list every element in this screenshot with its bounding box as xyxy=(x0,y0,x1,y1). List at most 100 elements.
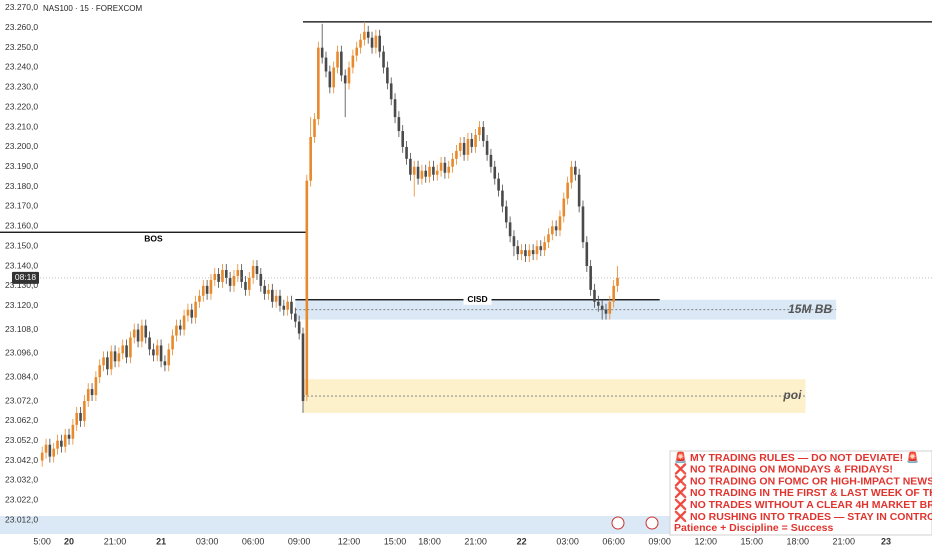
candle-body xyxy=(301,333,305,402)
candle-body xyxy=(320,47,324,58)
candle-body xyxy=(274,295,278,302)
candle xyxy=(389,77,393,106)
candle xyxy=(328,65,332,94)
price-tag: 08:18 xyxy=(15,272,37,282)
candle-body xyxy=(497,178,500,191)
candle-body xyxy=(328,71,332,88)
candle xyxy=(539,240,543,257)
candle-body xyxy=(79,412,82,421)
candle-body xyxy=(501,190,504,207)
candle-body xyxy=(516,246,520,255)
candle xyxy=(366,25,370,44)
candle xyxy=(501,184,504,213)
x-tick-label: 20 xyxy=(64,536,74,546)
candle-body xyxy=(144,325,148,338)
candle-body xyxy=(44,444,48,453)
candle xyxy=(117,347,121,368)
candle xyxy=(405,140,408,165)
candle xyxy=(152,343,155,362)
y-tick-label: 23.200,0 xyxy=(5,141,38,151)
candle-body xyxy=(547,234,550,243)
candle-body xyxy=(178,325,182,330)
candle-body xyxy=(186,309,190,316)
candle xyxy=(447,160,451,179)
level-label: BOS xyxy=(144,234,163,244)
candle-body xyxy=(608,301,612,314)
candle xyxy=(98,359,102,384)
candle xyxy=(94,371,98,402)
candle xyxy=(178,319,182,336)
y-tick-label: 23.190,0 xyxy=(5,161,38,171)
candle xyxy=(347,61,351,90)
candle-body xyxy=(259,273,263,286)
candle xyxy=(516,240,520,261)
x-tick-label: 23 xyxy=(881,536,891,546)
candle xyxy=(604,303,608,320)
candle xyxy=(186,303,190,322)
candle-body xyxy=(343,75,347,84)
candle-body xyxy=(240,269,243,282)
candle xyxy=(67,428,71,445)
candle-body xyxy=(543,242,546,251)
candle-body xyxy=(386,67,389,84)
candle xyxy=(290,295,293,320)
panel-footer: Patience + Discipline = Success xyxy=(674,522,833,534)
candle-body xyxy=(355,47,358,56)
candle xyxy=(278,289,282,312)
x-tick-label: 15:00 xyxy=(384,536,407,546)
candle-body xyxy=(435,170,439,175)
candle xyxy=(474,129,477,153)
candle xyxy=(159,339,163,368)
candle-body xyxy=(67,434,71,439)
candle-body xyxy=(604,309,608,314)
candle-body xyxy=(512,236,516,247)
rule-line: 🚨 MY TRADING RULES — DO NOT DEVIATE! 🚨 xyxy=(674,451,919,464)
candle-body xyxy=(48,444,52,457)
candle xyxy=(282,299,286,316)
candle-body xyxy=(52,448,55,457)
candle-body xyxy=(462,142,466,155)
candle xyxy=(129,331,132,364)
candle-body xyxy=(217,273,220,282)
candle-body xyxy=(313,119,316,137)
candle-body xyxy=(317,47,320,120)
y-tick-label: 23.150,0 xyxy=(5,240,38,250)
candle xyxy=(332,61,335,94)
candle xyxy=(531,244,535,261)
y-tick-label: 23.180,0 xyxy=(5,181,38,191)
candle-body xyxy=(167,349,171,366)
candle xyxy=(148,331,151,356)
candle xyxy=(393,93,397,124)
zone-label: poi xyxy=(782,388,802,402)
candle xyxy=(44,438,48,459)
candle-body xyxy=(597,301,600,306)
candle xyxy=(336,45,339,74)
y-tick-label: 23.096,0 xyxy=(5,348,38,358)
candle xyxy=(574,160,577,181)
candle-body xyxy=(201,285,205,296)
icon[interactable] xyxy=(645,516,659,530)
candle-body xyxy=(439,162,443,171)
candle-body xyxy=(531,250,535,255)
icon[interactable] xyxy=(611,516,625,530)
candle xyxy=(420,164,424,185)
candle xyxy=(355,41,358,62)
candle xyxy=(382,45,385,74)
x-tick-label: 21 xyxy=(156,536,166,546)
candle-body xyxy=(524,250,527,257)
candle-body xyxy=(612,285,615,302)
candle xyxy=(558,210,562,237)
candle-body xyxy=(393,99,397,118)
candle-body xyxy=(175,325,178,336)
candle xyxy=(236,264,240,282)
candle-body xyxy=(409,158,412,175)
candle xyxy=(297,315,301,340)
candle-body xyxy=(589,266,592,290)
candle-body xyxy=(121,345,125,354)
candle xyxy=(255,260,259,280)
candle xyxy=(209,273,213,300)
candle xyxy=(547,228,550,249)
candle-body xyxy=(109,351,113,370)
candle-body xyxy=(113,351,117,362)
